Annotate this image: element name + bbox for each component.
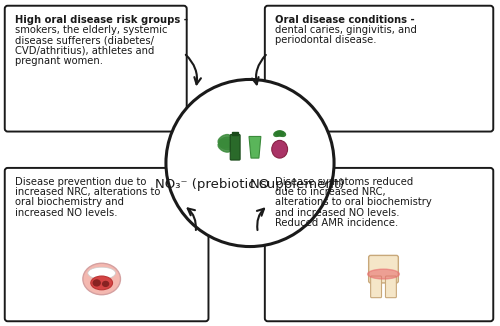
Text: smokers, the elderly, systemic: smokers, the elderly, systemic [14, 25, 167, 35]
Text: alterations to oral biochemistry: alterations to oral biochemistry [274, 198, 432, 207]
Text: Oral disease conditions -: Oral disease conditions - [274, 15, 414, 24]
Text: increased NRC, alterations to: increased NRC, alterations to [14, 187, 160, 197]
FancyBboxPatch shape [265, 6, 494, 132]
Polygon shape [249, 137, 261, 158]
FancyBboxPatch shape [5, 6, 186, 132]
Ellipse shape [276, 131, 283, 136]
Text: disease sufferers (diabetes/: disease sufferers (diabetes/ [14, 35, 153, 45]
Ellipse shape [88, 267, 116, 279]
Text: Disease prevention due to: Disease prevention due to [14, 177, 146, 187]
Text: increased NO levels.: increased NO levels. [14, 208, 117, 218]
Ellipse shape [219, 137, 232, 145]
FancyBboxPatch shape [5, 168, 208, 321]
Circle shape [166, 80, 334, 246]
Ellipse shape [219, 141, 232, 150]
Ellipse shape [94, 280, 100, 286]
FancyBboxPatch shape [370, 276, 382, 298]
Ellipse shape [218, 135, 230, 144]
FancyBboxPatch shape [368, 255, 398, 283]
Text: oral biochemistry and: oral biochemistry and [14, 198, 124, 207]
Text: Reduced AMR incidence.: Reduced AMR incidence. [274, 218, 398, 228]
Text: NO₃⁻ (prebiotic supplement): NO₃⁻ (prebiotic supplement) [156, 178, 344, 191]
FancyBboxPatch shape [230, 135, 240, 160]
Text: dental caries, gingivitis, and: dental caries, gingivitis, and [274, 25, 416, 35]
Ellipse shape [218, 142, 230, 152]
Text: High oral disease risk groups -: High oral disease risk groups - [14, 15, 188, 24]
Ellipse shape [368, 269, 400, 279]
Ellipse shape [83, 263, 120, 295]
Ellipse shape [278, 131, 285, 136]
Text: NO: NO [250, 178, 270, 191]
Text: pregnant women.: pregnant women. [14, 56, 102, 66]
Ellipse shape [272, 141, 287, 158]
Text: CVD/athritius), athletes and: CVD/athritius), athletes and [14, 46, 154, 55]
Ellipse shape [91, 276, 112, 290]
FancyBboxPatch shape [386, 276, 396, 298]
Ellipse shape [102, 281, 108, 286]
Text: Disease symptoms reduced: Disease symptoms reduced [274, 177, 413, 187]
Ellipse shape [220, 140, 233, 147]
Text: periodontal disease.: periodontal disease. [274, 35, 376, 45]
Text: due to increased NRC,: due to increased NRC, [274, 187, 386, 197]
Text: and increased NO levels.: and increased NO levels. [274, 208, 399, 218]
Bar [232, 132, 238, 136]
Ellipse shape [274, 131, 281, 136]
FancyBboxPatch shape [265, 168, 494, 321]
